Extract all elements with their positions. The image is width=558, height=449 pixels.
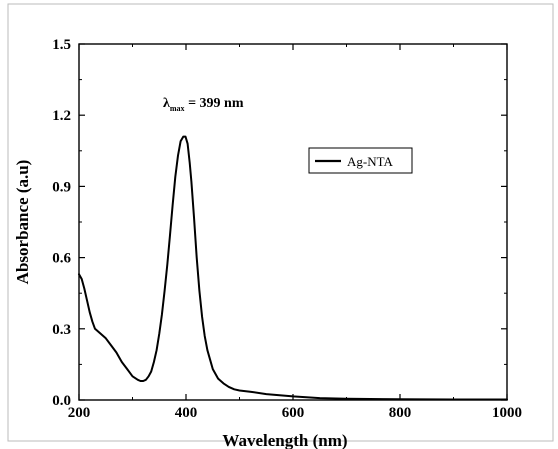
y-tick-label: 0.6 [52, 251, 71, 267]
y-tick-label: 1.2 [52, 108, 71, 124]
y-tick-label: 0.9 [52, 179, 71, 195]
legend-label-ag-nta: Ag-NTA [347, 154, 394, 169]
figure-border [7, 3, 554, 442]
x-tick-label: 600 [282, 405, 305, 421]
x-tick-label: 200 [68, 405, 91, 421]
series-group [78, 135, 508, 401]
lambda-symbol: λ [163, 96, 170, 111]
tick-label-group: 200 400 600 800 1000 0.0 0.3 0.6 0.9 1.2 1.5 [52, 37, 522, 421]
x-tick-label: 400 [175, 405, 198, 421]
y-tick-label: 1.5 [52, 37, 71, 53]
lambda-max-annotation: λmax = 399 nm [163, 96, 244, 113]
x-tick-label: 800 [389, 405, 412, 421]
y-tick-label: 0.3 [52, 322, 71, 338]
x-tick-label: 1000 [492, 405, 522, 421]
y-axis-label: Absorbance (a.u) [13, 160, 32, 285]
x-axis-label: Wavelength (nm) [222, 431, 347, 449]
lambda-value: = 399 nm [185, 96, 244, 111]
lambda-subscript: max [170, 104, 185, 113]
legend: Ag-NTA [308, 147, 413, 174]
y-tick-label: 0.0 [52, 393, 71, 409]
series-line-ag-nta [78, 135, 508, 401]
